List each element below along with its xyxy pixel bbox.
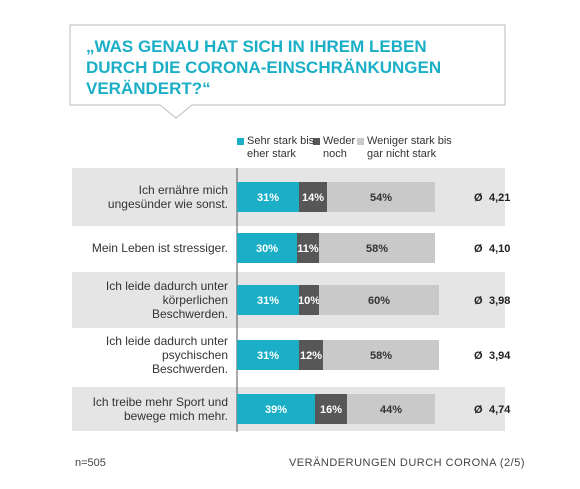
value-label: 31% bbox=[257, 192, 279, 204]
value-label: 16% bbox=[320, 404, 342, 416]
legend-swatch bbox=[313, 138, 320, 145]
value-label: 31% bbox=[257, 295, 279, 307]
bar-segment bbox=[237, 340, 299, 370]
bar-segment bbox=[237, 233, 297, 263]
value-label: 44% bbox=[380, 404, 402, 416]
bar-segment bbox=[299, 182, 327, 212]
value-label: 11% bbox=[297, 243, 319, 255]
bar-segment bbox=[327, 182, 435, 212]
bar-segment bbox=[297, 233, 319, 263]
category-label: Ich leide dadurch unter psychischen Besc… bbox=[105, 334, 228, 376]
bar-segment bbox=[237, 182, 299, 212]
value-label: 58% bbox=[370, 350, 392, 362]
category-label: Ich ernähre mich ungesünder wie sonst. bbox=[107, 183, 228, 211]
sample-note: n=505 bbox=[75, 457, 106, 469]
category-label: Mein Leben ist stressiger. bbox=[91, 241, 228, 255]
value-label: 39% bbox=[265, 404, 287, 416]
average-value: 4,10 bbox=[489, 243, 510, 255]
legend-label: Weniger stark bis gar nicht stark bbox=[367, 135, 452, 160]
bar-segment bbox=[237, 285, 299, 315]
value-label: 30% bbox=[256, 243, 278, 255]
value-label: 12% bbox=[300, 350, 322, 362]
value-label: 14% bbox=[302, 192, 324, 204]
bar-segment bbox=[347, 394, 435, 424]
average-symbol: Ø bbox=[474, 243, 483, 255]
bar-segment bbox=[323, 340, 439, 370]
category-label: Ich treibe mehr Sport und bewege mich me… bbox=[92, 395, 228, 423]
chart-title: „WAS GENAU HAT SICH IN IHREM LEBEN DURCH… bbox=[86, 37, 442, 98]
value-label: 54% bbox=[370, 192, 392, 204]
bar-segment bbox=[299, 340, 323, 370]
legend-swatch bbox=[357, 138, 364, 145]
average-symbol: Ø bbox=[474, 404, 483, 416]
average-value: 4,74 bbox=[489, 404, 511, 416]
legend-label: Sehr stark bis eher stark bbox=[247, 135, 315, 160]
bar-segment bbox=[319, 285, 439, 315]
bar-segment bbox=[319, 233, 435, 263]
bar-segment bbox=[237, 394, 315, 424]
title-bubble bbox=[69, 24, 506, 119]
average-symbol: Ø bbox=[474, 295, 483, 307]
value-label: 10% bbox=[298, 295, 320, 307]
average-value: 3,98 bbox=[489, 295, 510, 307]
legend-swatch bbox=[237, 138, 244, 145]
legend-label: Weder noch bbox=[323, 135, 356, 160]
value-label: 58% bbox=[366, 243, 388, 255]
average-symbol: Ø bbox=[474, 350, 483, 362]
footer: VERÄNDERUNGEN DURCH CORONA (2/5) bbox=[289, 457, 525, 469]
average-symbol: Ø bbox=[474, 192, 483, 204]
category-label: Ich leide dadurch unter körperlichen Bes… bbox=[105, 279, 228, 321]
average-value: 3,94 bbox=[489, 350, 511, 362]
bar-segment bbox=[315, 394, 347, 424]
average-value: 4,21 bbox=[489, 192, 510, 204]
value-label: 31% bbox=[257, 350, 279, 362]
value-label: 60% bbox=[368, 295, 390, 307]
bar-segment bbox=[299, 285, 319, 315]
